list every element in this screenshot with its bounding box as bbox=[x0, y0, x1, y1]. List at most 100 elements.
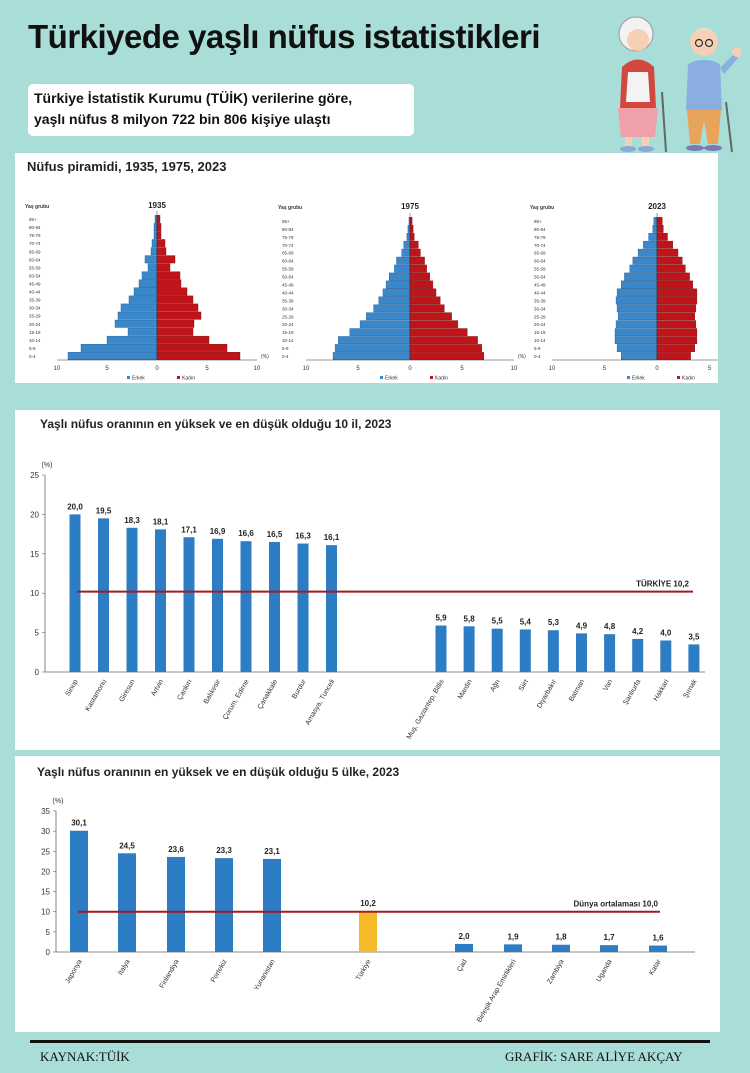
male-bar bbox=[151, 239, 158, 248]
y-tick-label: 20 bbox=[30, 510, 39, 519]
female-bar bbox=[409, 280, 434, 289]
bar bbox=[118, 853, 136, 952]
countries-chart-title: Yaşlı nüfus oranının en yüksek ve en düş… bbox=[37, 765, 400, 779]
male-bar bbox=[154, 215, 158, 223]
reference-line-label: TÜRKİYE 10,2 bbox=[636, 580, 689, 589]
category-label: Burdur bbox=[291, 678, 308, 700]
age-group-tick: 45-49 bbox=[534, 283, 546, 288]
bar-value-label: 16,9 bbox=[210, 527, 226, 536]
female-bar bbox=[656, 225, 664, 233]
male-bar bbox=[643, 240, 658, 249]
male-bar bbox=[615, 296, 658, 305]
y-tick-label: 20 bbox=[41, 867, 50, 876]
age-group-label: Yaş grubu bbox=[530, 205, 554, 211]
age-group-tick: 15-19 bbox=[534, 330, 546, 335]
category-label: Türkiye bbox=[355, 958, 373, 981]
category-label: Uganda bbox=[595, 958, 613, 983]
age-group-tick: 30-34 bbox=[282, 306, 294, 311]
age-group-tick: 55-59 bbox=[29, 265, 41, 270]
male-bar bbox=[67, 352, 158, 360]
pyramid-x-tick: 5 bbox=[603, 366, 607, 372]
female-bar bbox=[656, 272, 690, 281]
pyramid-x-tick: 5 bbox=[105, 366, 109, 372]
female-bar bbox=[156, 223, 162, 232]
footer-divider bbox=[30, 1040, 710, 1043]
bar-value-label: 18,3 bbox=[124, 516, 140, 525]
pyramid-unit-label: (%) bbox=[518, 354, 526, 360]
y-axis-unit: (%) bbox=[42, 462, 53, 469]
age-group-tick: 20-24 bbox=[282, 322, 294, 327]
age-group-label: Yaş grubu bbox=[25, 204, 49, 210]
provinces-chart-title: Yaşlı nüfus oranının en yüksek ve en düş… bbox=[40, 417, 392, 431]
category-label: Amasya, Tunceli bbox=[304, 678, 336, 726]
age-group-tick: 40-44 bbox=[534, 290, 546, 295]
bar bbox=[297, 543, 309, 672]
page-title: Türkiyede yaşlı nüfus istatistikleri bbox=[28, 18, 541, 55]
bar bbox=[70, 830, 88, 952]
male-bar bbox=[338, 336, 411, 345]
male-bar bbox=[153, 223, 158, 232]
age-group-tick: 80-84 bbox=[534, 227, 546, 232]
age-group-tick: 45-49 bbox=[282, 283, 294, 288]
age-group-tick: 40-44 bbox=[29, 290, 41, 295]
bar bbox=[455, 943, 473, 952]
y-tick-label: 30 bbox=[41, 827, 50, 836]
female-bar bbox=[156, 343, 228, 352]
bar bbox=[240, 541, 252, 672]
age-group-tick: 50-54 bbox=[282, 275, 294, 280]
bar bbox=[600, 945, 618, 952]
bar-value-label: 10,2 bbox=[360, 899, 376, 908]
female-bar bbox=[156, 263, 171, 272]
male-bar bbox=[621, 280, 658, 289]
y-tick-label: 15 bbox=[30, 550, 39, 559]
bar bbox=[167, 856, 185, 952]
bar bbox=[463, 626, 475, 672]
male-bar bbox=[373, 304, 411, 313]
age-group-tick: 5-9 bbox=[534, 346, 541, 351]
age-group-tick: 85+ bbox=[534, 219, 542, 224]
female-bar bbox=[409, 304, 445, 313]
female-bar bbox=[409, 240, 419, 249]
female-bar bbox=[409, 256, 425, 265]
female-bar bbox=[156, 215, 161, 223]
male-bar bbox=[80, 343, 158, 352]
female-bar bbox=[156, 247, 167, 256]
age-group-tick: 60-64 bbox=[282, 259, 294, 264]
y-axis-unit: (%) bbox=[53, 798, 64, 805]
age-group-tick: 10-14 bbox=[534, 338, 546, 343]
age-group-tick: 75-79 bbox=[282, 235, 294, 240]
bar-value-label: 24,5 bbox=[119, 841, 135, 850]
subtitle-line-1: Türkiye İstatistik Kurumu (TÜİK) veriler… bbox=[34, 90, 353, 106]
legend-female-label: Kadın bbox=[682, 376, 695, 382]
y-tick-label: 25 bbox=[41, 847, 50, 856]
age-group-tick: 35-39 bbox=[534, 298, 546, 303]
bar bbox=[69, 514, 81, 672]
male-bar bbox=[120, 303, 158, 312]
bar bbox=[547, 630, 559, 672]
bar bbox=[576, 633, 587, 672]
bar-value-label: 16,3 bbox=[295, 532, 311, 541]
bar-value-label: 5,3 bbox=[548, 618, 560, 627]
female-bar bbox=[656, 248, 679, 257]
pyramid-year-label: 1975 bbox=[401, 202, 419, 211]
category-label: Çankırı bbox=[176, 678, 193, 701]
female-bar bbox=[656, 296, 698, 305]
age-group-tick: 70-74 bbox=[282, 243, 294, 248]
female-bar bbox=[156, 352, 241, 360]
age-group-tick: 65-69 bbox=[534, 251, 546, 256]
bar-value-label: 5,4 bbox=[520, 617, 532, 626]
male-bar bbox=[378, 296, 411, 305]
female-bar bbox=[656, 312, 695, 321]
female-bar bbox=[409, 232, 415, 241]
age-group-tick: 85+ bbox=[29, 217, 37, 222]
bar-value-label: 4,8 bbox=[604, 622, 616, 631]
bar-value-label: 18,1 bbox=[153, 517, 169, 526]
y-tick-label: 15 bbox=[41, 888, 50, 897]
female-bar bbox=[409, 320, 459, 329]
age-group-tick: 45-49 bbox=[29, 281, 41, 286]
male-bar bbox=[652, 225, 658, 233]
legend-female-swatch bbox=[177, 376, 180, 379]
pyramid-x-tick: 10 bbox=[511, 366, 518, 372]
bar bbox=[98, 518, 109, 672]
female-bar bbox=[156, 335, 210, 344]
